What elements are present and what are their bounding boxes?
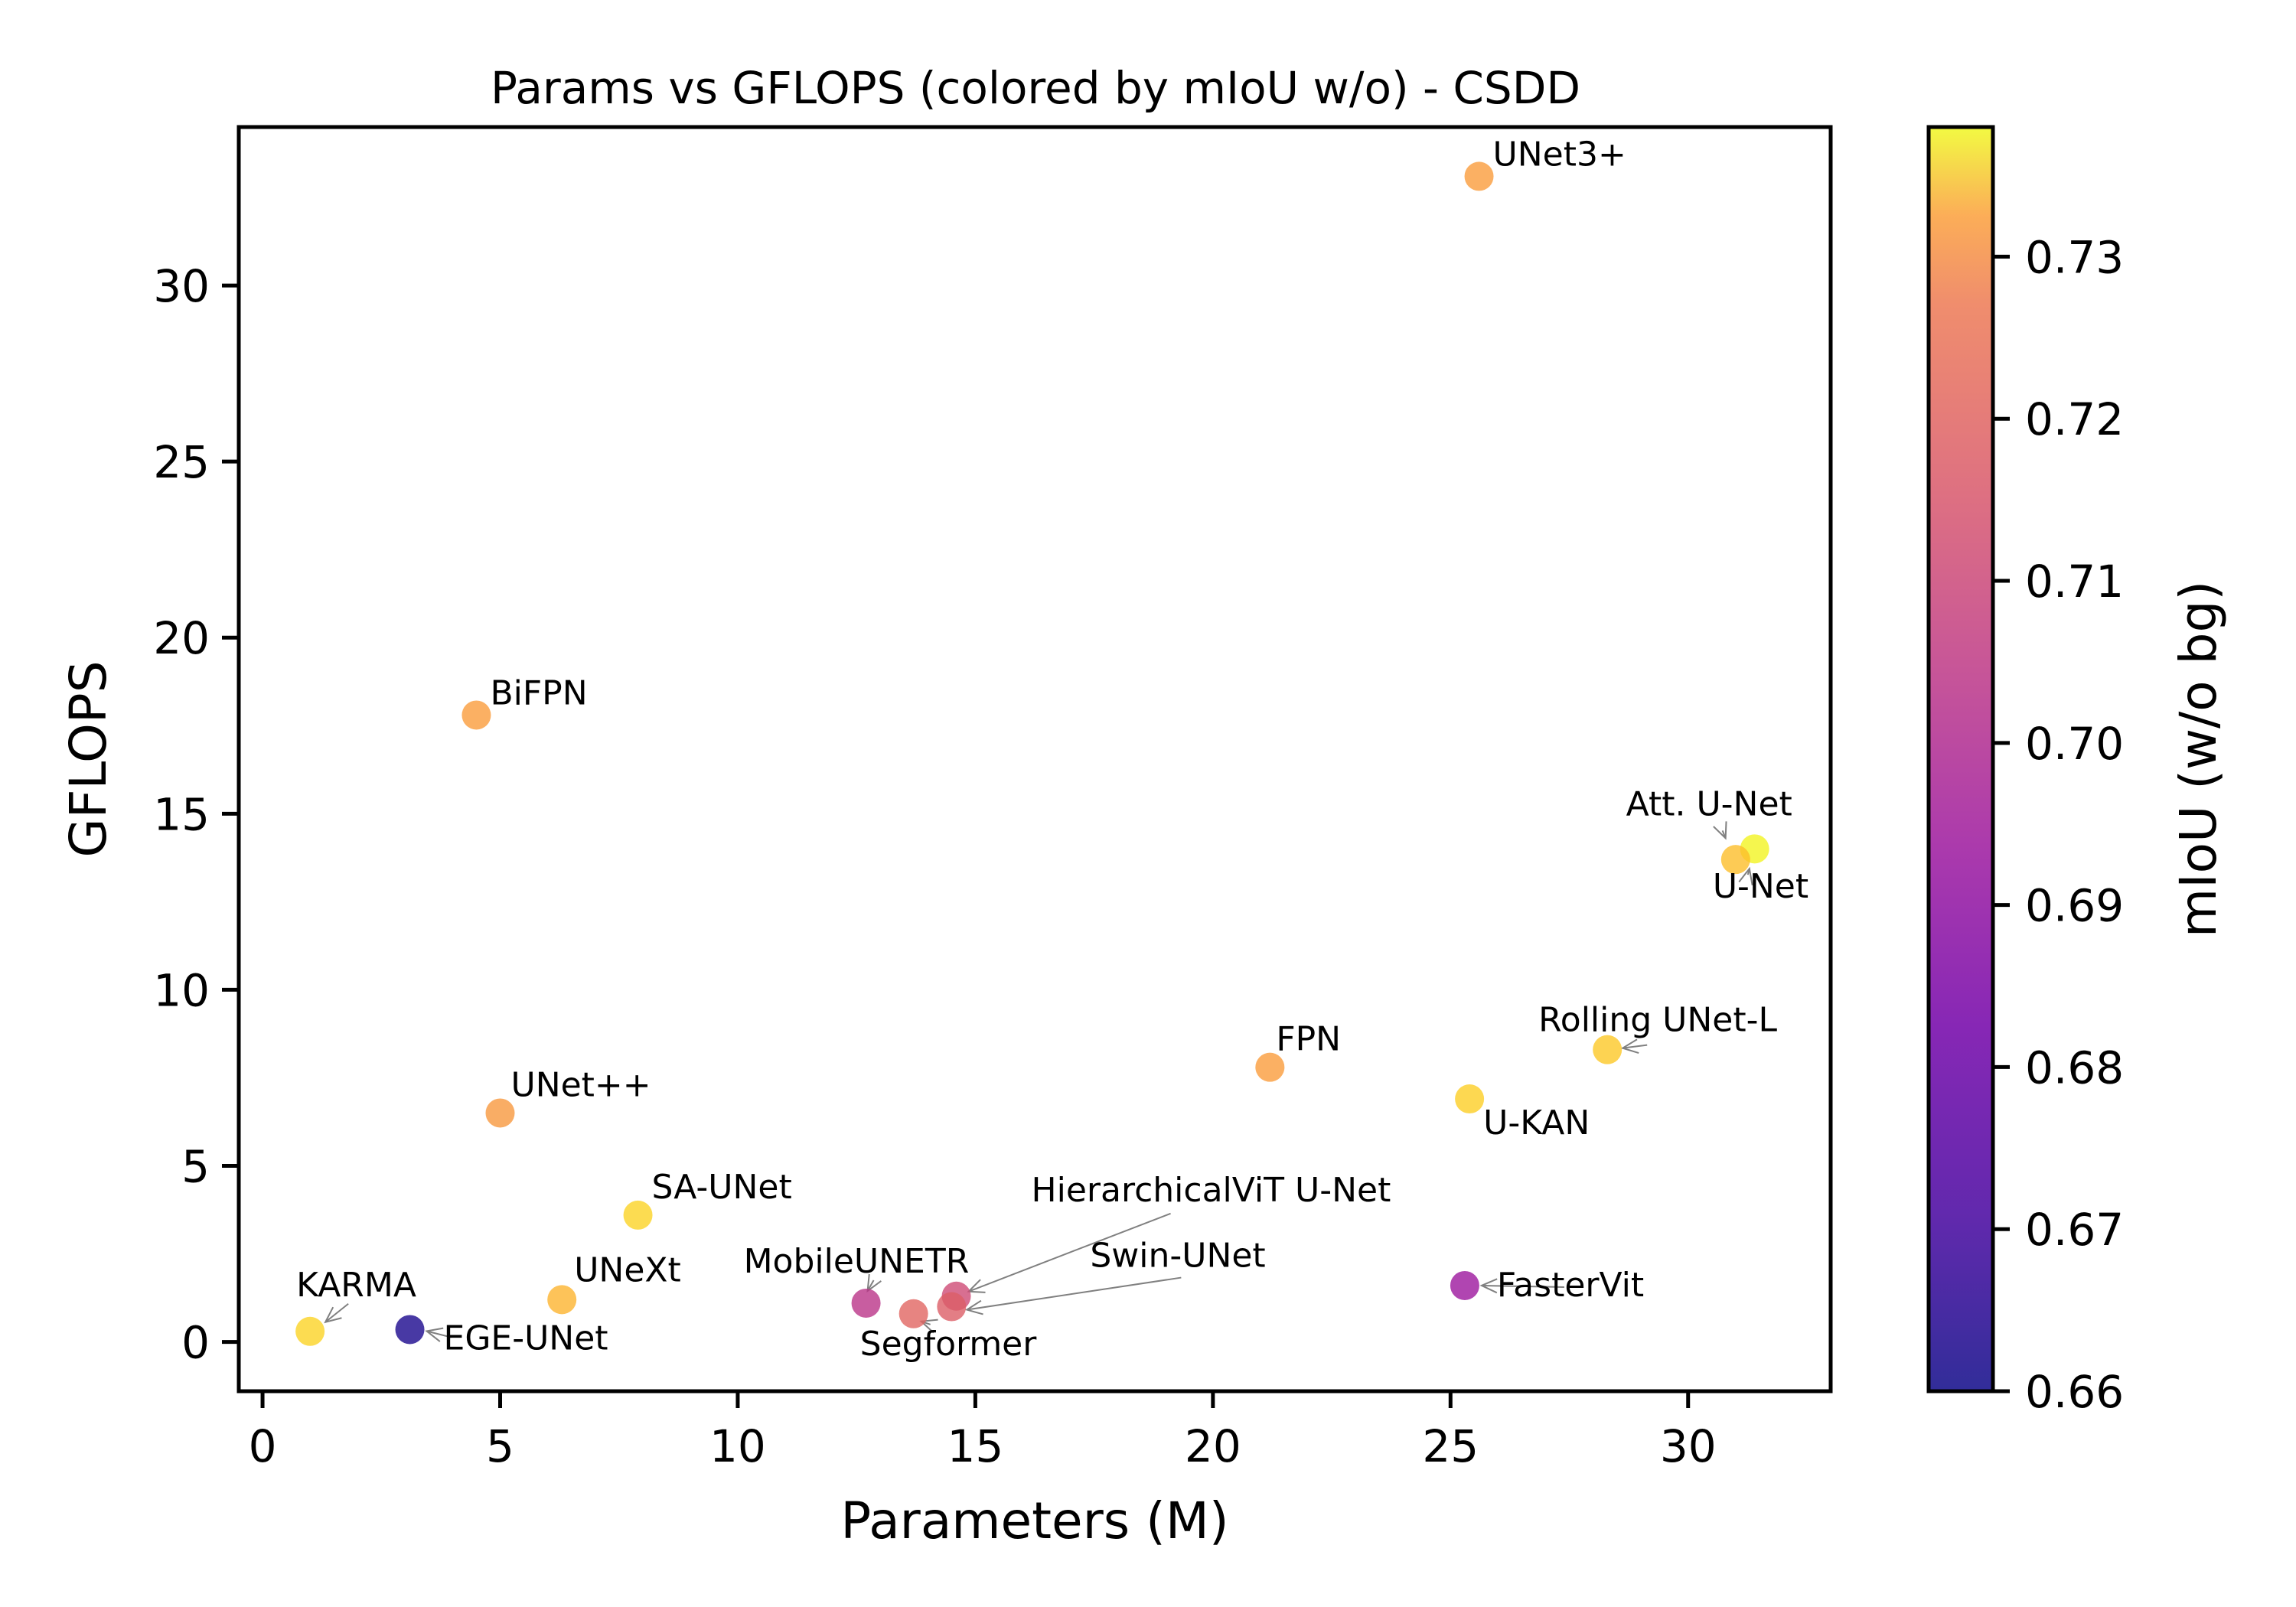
point-label-hierarchicalvit-u-net: HierarchicalViT U-Net [1032, 1171, 1391, 1210]
annotation-arrowhead-swin-unet [964, 1299, 983, 1315]
y-axis-ticks: 0 5 10 15 20 25 30 [153, 260, 239, 1369]
y-tick-label: 20 [153, 612, 210, 664]
x-tick-label: 0 [249, 1420, 277, 1472]
y-tick-label: 15 [153, 788, 210, 840]
colorbar-tick-label: 0.67 [2025, 1204, 2124, 1256]
annotation-arrowhead-fastervit [1479, 1278, 1498, 1294]
point-label-fpn: FPN [1276, 1020, 1341, 1059]
annotation-arrowhead-karma [324, 1306, 342, 1324]
point-swin-unet [937, 1292, 967, 1322]
annotation-arrow-rolling-unet-l [1623, 1044, 1648, 1049]
point-mobileunetr [851, 1288, 881, 1318]
point-label-unet3: UNet3+ [1493, 135, 1626, 174]
x-axis-label: Parameters (M) [840, 1491, 1228, 1550]
point-u-net [1720, 845, 1750, 875]
colorbar-tick-label: 0.71 [2025, 556, 2124, 608]
point-label-bifpn: BiFPN [490, 673, 587, 712]
y-tick-label: 0 [181, 1317, 210, 1369]
point-labels: UNet3+ BiFPN Att. U-Net U-Net Rolling UNet-L… [296, 135, 1808, 1363]
colorbar [1929, 127, 1993, 1391]
annotation-arrowhead-ege-unet [425, 1327, 444, 1342]
chart-title: Params vs GFLOPS (colored by mIoU w/o) -… [491, 62, 1580, 114]
point-label-rolling-unet-l: Rolling UNet-L [1538, 1001, 1777, 1040]
point-bifpn [461, 700, 491, 730]
y-axis-label: GFLOPS [59, 660, 118, 857]
annotation-arrow-swin-unet [967, 1276, 1182, 1311]
point-label-segformer: Segformer [860, 1325, 1038, 1364]
point-label-att-u-net: Att. U-Net [1626, 784, 1792, 823]
point-label-sa-unet: SA-UNet [652, 1168, 792, 1207]
point-unext [547, 1285, 577, 1315]
point-segformer [899, 1299, 928, 1328]
x-tick-label: 20 [1185, 1420, 1241, 1472]
annotation-arrow-hierarchicalvit-u-net [968, 1212, 1171, 1292]
x-tick-label: 10 [709, 1420, 766, 1472]
x-tick-label: 25 [1422, 1420, 1479, 1472]
colorbar-tick-label: 0.66 [2025, 1366, 2124, 1418]
x-tick-label: 15 [947, 1420, 1003, 1472]
point-label-fastervit: FasterVit [1497, 1266, 1644, 1305]
annotation-arrowhead-rolling-unet-l [1620, 1038, 1639, 1054]
colorbar-tick-label: 0.70 [2025, 718, 2124, 770]
colorbar-tick-label: 0.69 [2025, 880, 2124, 932]
y-tick-label: 10 [153, 964, 210, 1016]
point-karma [295, 1316, 325, 1346]
point-unet [485, 1098, 515, 1128]
point-rolling-unet-l [1593, 1035, 1623, 1064]
annotation-arrowhead-u-net [1738, 866, 1753, 885]
annotation-arrow-ege-unet [426, 1330, 452, 1338]
point-fpn [1255, 1052, 1285, 1082]
colorbar-tick-label: 0.72 [2025, 393, 2124, 445]
point-fastervit [1450, 1270, 1479, 1300]
point-label-u-net: U-Net [1713, 867, 1808, 906]
x-tick-label: 5 [486, 1420, 514, 1472]
point-label-unext: UNeXt [574, 1250, 681, 1289]
colorbar-tick-label: 0.73 [2025, 231, 2124, 283]
point-label-ege-unet: EGE-UNet [444, 1319, 608, 1358]
colorbar-ticks: 0.66 0.67 0.68 0.69 0.70 0.71 0.72 0.73 [1993, 231, 2124, 1418]
point-ege-unet [395, 1315, 425, 1345]
colorbar-frame [1926, 125, 1995, 1393]
point-sa-unet [623, 1200, 653, 1230]
y-tick-label: 30 [153, 260, 210, 312]
point-label-u-kan: U-KAN [1483, 1103, 1590, 1143]
colorbar-tick-label: 0.68 [2025, 1041, 2124, 1094]
point-label-karma: KARMA [296, 1266, 416, 1305]
point-label-swin-unet: Swin-UNet [1090, 1237, 1265, 1276]
data-points [295, 161, 1769, 1346]
point-label-unet: UNet++ [510, 1065, 651, 1104]
x-axis-ticks: 0 5 10 15 20 25 30 [249, 1391, 1717, 1472]
y-tick-label: 25 [153, 436, 210, 488]
colorbar-label: mIoU (w/o bg) [2169, 581, 2228, 937]
point-label-mobileunetr: MobileUNETR [744, 1242, 970, 1281]
point-unet3 [1464, 161, 1494, 191]
annotation-arrowhead-att-u-net [1713, 821, 1727, 840]
y-tick-label: 5 [181, 1140, 210, 1192]
point-u-kan [1455, 1084, 1485, 1114]
plot-frame [236, 125, 1833, 1393]
annotation-arrow-karma [325, 1302, 349, 1323]
annotation-arrow-fastervit [1481, 1284, 1564, 1288]
x-tick-label: 30 [1660, 1420, 1717, 1472]
